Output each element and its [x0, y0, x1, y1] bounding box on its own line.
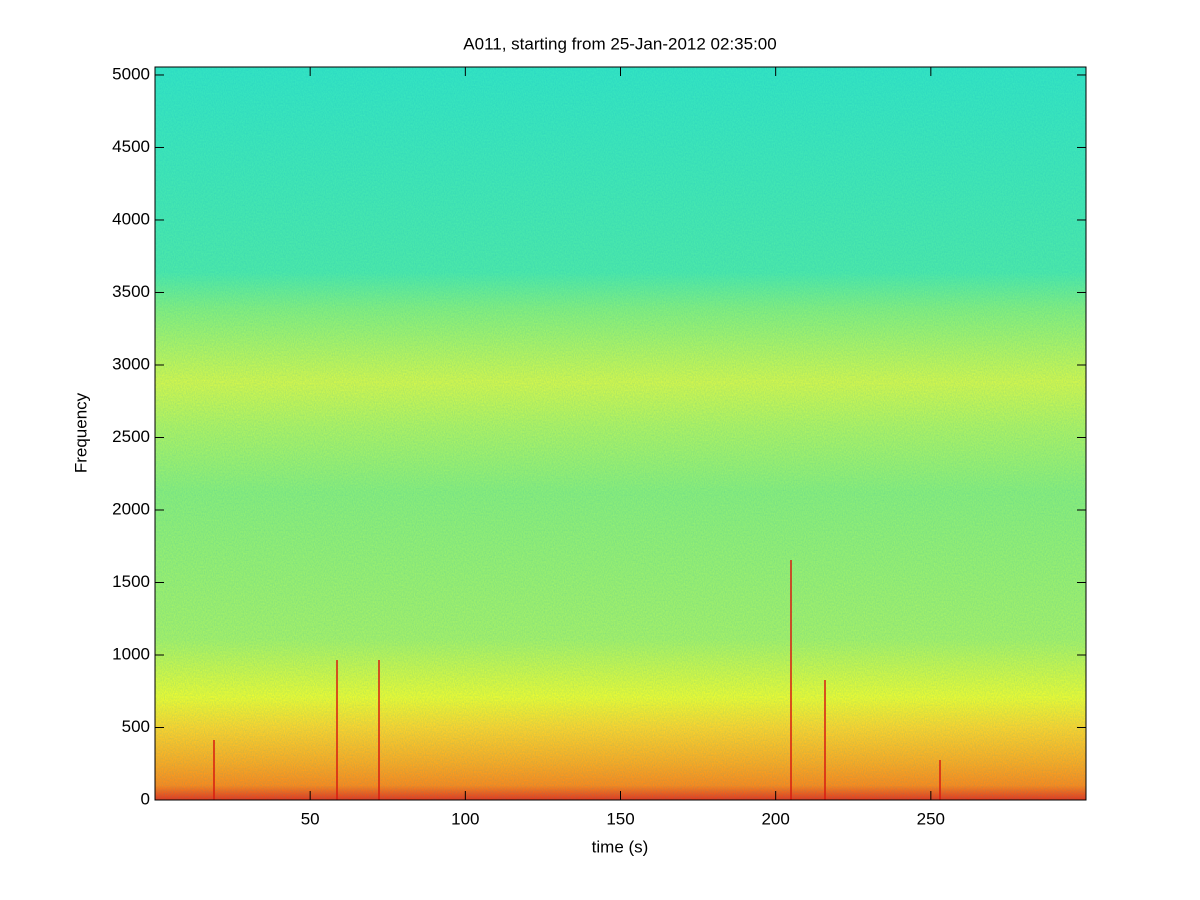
x-tick-label: 200 — [761, 809, 789, 828]
y-tick-label: 2500 — [112, 427, 150, 446]
y-tick-label: 0 — [141, 789, 150, 808]
x-tick-label: 150 — [606, 809, 634, 828]
y-tick-label: 2000 — [112, 499, 150, 518]
x-axis-label: time (s) — [592, 837, 649, 856]
y-tick-label: 1000 — [112, 644, 150, 663]
y-tick-label: 4500 — [112, 137, 150, 156]
y-tick-label: 3500 — [112, 282, 150, 301]
y-tick-label: 500 — [122, 717, 150, 736]
spectrogram-image — [155, 67, 1086, 800]
y-tick-label: 1500 — [112, 572, 150, 591]
x-tick-label: 50 — [301, 809, 320, 828]
y-axis-label: Frequency — [71, 392, 90, 473]
chart-title: A011, starting from 25-Jan-2012 02:35:00 — [463, 34, 776, 53]
y-tick-label: 4000 — [112, 209, 150, 228]
x-tick-label: 250 — [917, 809, 945, 828]
y-tick-label: 3000 — [112, 354, 150, 373]
y-tick-label: 5000 — [112, 64, 150, 83]
x-tick-label: 100 — [451, 809, 479, 828]
